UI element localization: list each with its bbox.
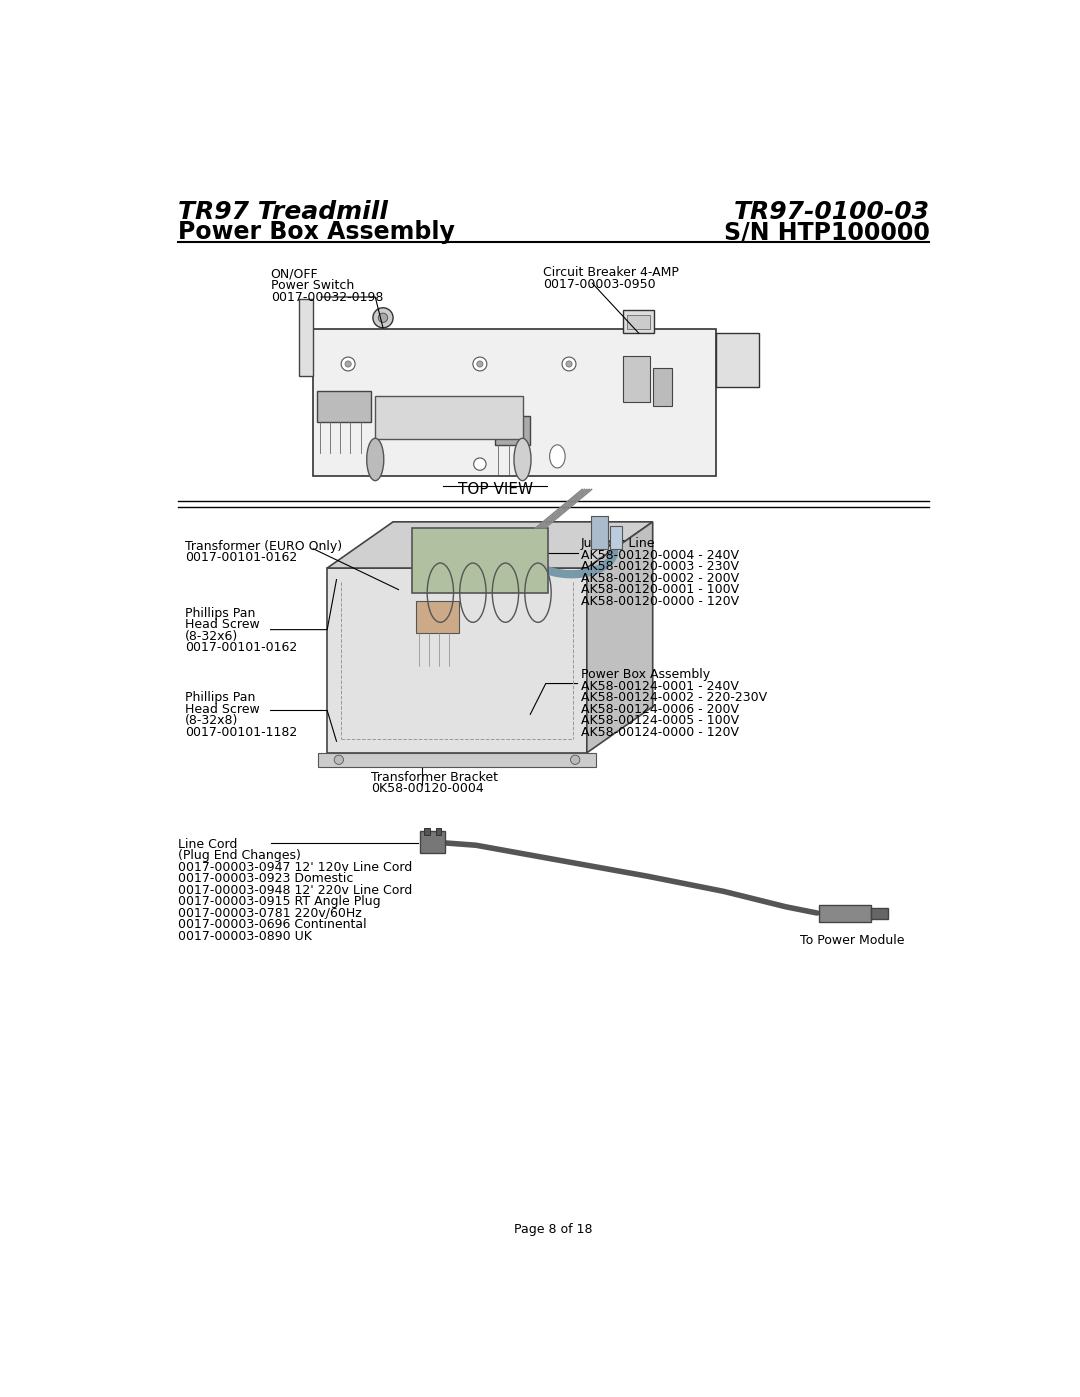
Ellipse shape — [514, 439, 531, 481]
Text: 0017-00003-0947 12' 120v Line Cord: 0017-00003-0947 12' 120v Line Cord — [177, 861, 411, 873]
Text: Head Screw: Head Screw — [186, 703, 260, 715]
Text: Jumper Line: Jumper Line — [581, 538, 656, 550]
Bar — [318, 753, 596, 767]
Ellipse shape — [367, 439, 383, 481]
Text: (Plug End Changes): (Plug End Changes) — [177, 849, 300, 862]
Text: AK58-00124-0006 - 200V: AK58-00124-0006 - 200V — [581, 703, 739, 715]
Text: 0017-00003-0923 Domestic: 0017-00003-0923 Domestic — [177, 872, 353, 886]
Text: 0017-00101-0162: 0017-00101-0162 — [186, 641, 298, 654]
Text: AK58-00124-0005 - 100V: AK58-00124-0005 - 100V — [581, 714, 739, 728]
Text: Circuit Breaker 4-AMP: Circuit Breaker 4-AMP — [543, 267, 679, 279]
Circle shape — [570, 756, 580, 764]
Text: 0017-00003-0696 Continental: 0017-00003-0696 Continental — [177, 918, 366, 932]
Text: Power Box Assembly: Power Box Assembly — [581, 668, 710, 682]
Text: 0017-00003-0948 12' 220v Line Cord: 0017-00003-0948 12' 220v Line Cord — [177, 884, 411, 897]
Circle shape — [476, 360, 483, 367]
Circle shape — [566, 360, 572, 367]
Text: AK58-00124-0001 - 240V: AK58-00124-0001 - 240V — [581, 680, 739, 693]
Text: S/N HTP100000: S/N HTP100000 — [724, 219, 930, 244]
Text: AK58-00120-0003 - 230V: AK58-00120-0003 - 230V — [581, 560, 739, 573]
Text: Page 8 of 18: Page 8 of 18 — [514, 1222, 593, 1235]
Text: 0017-00003-0781 220v/60Hz: 0017-00003-0781 220v/60Hz — [177, 907, 362, 919]
Text: Transformer (EURO Only): Transformer (EURO Only) — [186, 539, 342, 553]
Bar — [424, 827, 430, 835]
Text: AK58-00120-0004 - 240V: AK58-00120-0004 - 240V — [581, 549, 739, 562]
Text: 0017-00101-1182: 0017-00101-1182 — [186, 726, 298, 739]
Circle shape — [373, 307, 393, 328]
Bar — [652, 367, 672, 407]
Bar — [435, 827, 441, 835]
Bar — [420, 831, 445, 854]
Text: TR97 Treadmill: TR97 Treadmill — [177, 200, 388, 224]
Text: 0017-00003-0915 RT Angle Plug: 0017-00003-0915 RT Angle Plug — [177, 895, 380, 908]
Text: 0K58-00120-0004: 0K58-00120-0004 — [372, 782, 484, 795]
Text: 0017-00032-0198: 0017-00032-0198 — [271, 291, 383, 303]
Circle shape — [562, 358, 576, 372]
Bar — [610, 525, 622, 549]
Text: 0017-00101-0162: 0017-00101-0162 — [186, 550, 298, 564]
Text: (8-32x8): (8-32x8) — [186, 714, 239, 728]
Bar — [313, 330, 716, 475]
Text: AK58-00120-0000 - 120V: AK58-00120-0000 - 120V — [581, 595, 739, 608]
Text: AK58-00120-0001 - 100V: AK58-00120-0001 - 100V — [581, 584, 739, 597]
Text: Transformer Bracket: Transformer Bracket — [372, 771, 498, 784]
Bar — [591, 517, 608, 549]
Text: Power Switch: Power Switch — [271, 279, 354, 292]
Ellipse shape — [550, 444, 565, 468]
Text: AK58-00124-0002 - 220-230V: AK58-00124-0002 - 220-230V — [581, 692, 767, 704]
Text: 0017-00003-0890 UK: 0017-00003-0890 UK — [177, 930, 311, 943]
Bar — [496, 415, 530, 444]
Text: Power Box Assembly: Power Box Assembly — [177, 219, 455, 244]
Bar — [623, 356, 650, 402]
Bar — [416, 601, 459, 633]
Circle shape — [345, 360, 351, 367]
Bar — [623, 310, 654, 334]
Text: To Power Module: To Power Module — [800, 933, 904, 947]
Text: 0017-00003-0950: 0017-00003-0950 — [543, 278, 656, 291]
Text: AK58-00124-0000 - 120V: AK58-00124-0000 - 120V — [581, 726, 739, 739]
Polygon shape — [586, 522, 652, 753]
Circle shape — [341, 358, 355, 372]
Text: Line Cord: Line Cord — [177, 838, 237, 851]
Polygon shape — [413, 528, 548, 594]
Circle shape — [378, 313, 388, 323]
Text: AK58-00120-0002 - 200V: AK58-00120-0002 - 200V — [581, 571, 739, 585]
Polygon shape — [327, 569, 586, 753]
Text: Phillips Pan: Phillips Pan — [186, 606, 256, 619]
Circle shape — [334, 756, 343, 764]
Bar — [872, 908, 888, 919]
Bar — [375, 397, 523, 439]
Circle shape — [473, 358, 487, 372]
Polygon shape — [327, 522, 652, 569]
Bar — [318, 391, 372, 422]
Circle shape — [474, 458, 486, 471]
Text: TOP VIEW: TOP VIEW — [458, 482, 532, 497]
Text: Head Screw: Head Screw — [186, 617, 260, 631]
Bar — [627, 316, 650, 330]
Text: TR97-0100-03: TR97-0100-03 — [733, 200, 930, 224]
Bar — [299, 299, 313, 376]
Bar — [819, 905, 872, 922]
Text: ON/OFF: ON/OFF — [271, 268, 319, 281]
Text: (8-32x6): (8-32x6) — [186, 630, 239, 643]
Text: Phillips Pan: Phillips Pan — [186, 692, 256, 704]
Bar — [716, 334, 759, 387]
